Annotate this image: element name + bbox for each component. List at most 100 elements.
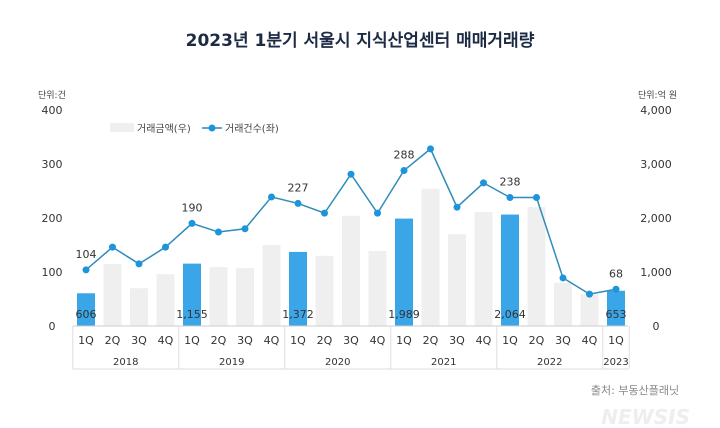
bar	[183, 263, 201, 326]
bar	[77, 293, 95, 326]
x-tick-label: 1Q	[78, 334, 94, 347]
bar	[315, 255, 334, 326]
bar-data-label: 653	[606, 308, 627, 321]
x-tick-label: 1Q	[608, 334, 624, 347]
line-data-label: 288	[394, 148, 415, 161]
left-tick-label: 400	[42, 104, 63, 117]
bar	[395, 218, 413, 326]
line-point	[347, 170, 355, 178]
line-point	[215, 228, 222, 236]
bar-data-label: 1,372	[282, 308, 314, 321]
line-point	[135, 260, 143, 268]
bar	[342, 215, 360, 326]
x-tick-label: 1Q	[290, 334, 306, 347]
line-point	[162, 243, 169, 251]
bar	[527, 207, 546, 326]
bar	[474, 212, 493, 326]
bar	[209, 267, 228, 326]
x-tick-label: 4Q	[476, 334, 492, 347]
line-point	[586, 290, 593, 298]
line-data-label: 190	[182, 201, 203, 214]
x-tick-label: 3Q	[449, 334, 465, 347]
legend-bar-label: 거래금액(우)	[137, 123, 191, 135]
left-unit-label: 단위:건	[38, 90, 66, 101]
bar	[262, 245, 281, 326]
line-point	[533, 193, 540, 201]
line-data-label: 104	[76, 248, 97, 261]
right-tick-label: 3,000	[640, 158, 672, 171]
left-tick-label: 200	[42, 212, 63, 225]
chart-title: 2023년 1분기 서울시 지식산업센터 매매거래량	[186, 31, 535, 51]
bar	[236, 268, 254, 326]
x-tick-label: 2Q	[317, 334, 333, 347]
line-point	[268, 193, 275, 201]
x-tick-label: 1Q	[184, 334, 200, 347]
line-point	[612, 285, 620, 293]
right-unit-label: 단위:억 원	[638, 89, 677, 101]
bar	[130, 288, 148, 326]
left-tick-label: 300	[42, 158, 63, 171]
line-data-label: 68	[609, 267, 623, 280]
x-tick-label: 2Q	[211, 334, 227, 347]
right-tick-label: 0	[653, 320, 660, 333]
x-tick-label: 4Q	[264, 334, 280, 347]
legend-bar-swatch	[110, 123, 134, 132]
bar	[368, 250, 387, 326]
bar	[421, 188, 440, 326]
line-point	[109, 243, 116, 251]
bar	[156, 274, 175, 326]
bar	[448, 234, 466, 326]
bar-data-label: 606	[76, 308, 97, 321]
x-tick-label: 2Q	[529, 334, 545, 347]
x-tick-label: 2Q	[423, 334, 439, 347]
line-point	[427, 145, 434, 153]
line-point	[559, 274, 567, 282]
bar	[103, 263, 122, 326]
left-tick-label: 100	[42, 266, 63, 279]
bar	[580, 294, 599, 326]
x-tick-label: 2Q	[105, 334, 121, 347]
line-point	[241, 225, 249, 233]
year-label: 2019	[219, 357, 244, 368]
x-tick-label: 1Q	[502, 334, 518, 347]
line-point	[82, 266, 90, 274]
year-label: 2018	[113, 357, 138, 368]
year-label: 2023	[603, 357, 628, 368]
legend-line-marker	[208, 124, 216, 132]
line-point	[480, 179, 487, 187]
x-tick-label: 4Q	[582, 334, 598, 347]
legend: 거래금액(우) 거래건수(좌)	[110, 123, 279, 135]
x-tick-label: 3Q	[237, 334, 253, 347]
line-point	[321, 209, 328, 217]
x-tick-label: 3Q	[555, 334, 571, 347]
bar-data-label: 1,989	[388, 308, 420, 321]
bar	[607, 290, 625, 326]
left-tick-label: 0	[49, 320, 56, 333]
bar-data-label: 1,155	[176, 308, 208, 321]
x-tick-label: 1Q	[396, 334, 412, 347]
line-data-label: 238	[500, 175, 521, 188]
x-tick-label: 3Q	[131, 334, 147, 347]
line-point	[374, 209, 381, 217]
bar	[501, 214, 519, 326]
year-label: 2020	[325, 357, 350, 368]
right-tick-label: 1,000	[640, 266, 672, 279]
x-tick-label: 4Q	[158, 334, 174, 347]
x-tick-label: 4Q	[370, 334, 386, 347]
year-label: 2022	[537, 357, 562, 368]
bar-data-label: 2,064	[494, 308, 526, 321]
line-point	[506, 193, 514, 201]
line-point	[453, 203, 461, 211]
year-label: 2021	[431, 357, 456, 368]
source-note: 출처: 부동산플래닛	[591, 384, 679, 397]
right-tick-label: 4,000	[640, 104, 672, 117]
line-point	[188, 219, 196, 227]
bar	[289, 251, 307, 326]
bar	[554, 282, 572, 326]
line-point	[294, 199, 302, 207]
line-point	[400, 166, 408, 174]
watermark-logo: NEWSIS	[601, 405, 690, 428]
right-tick-label: 2,000	[640, 212, 672, 225]
